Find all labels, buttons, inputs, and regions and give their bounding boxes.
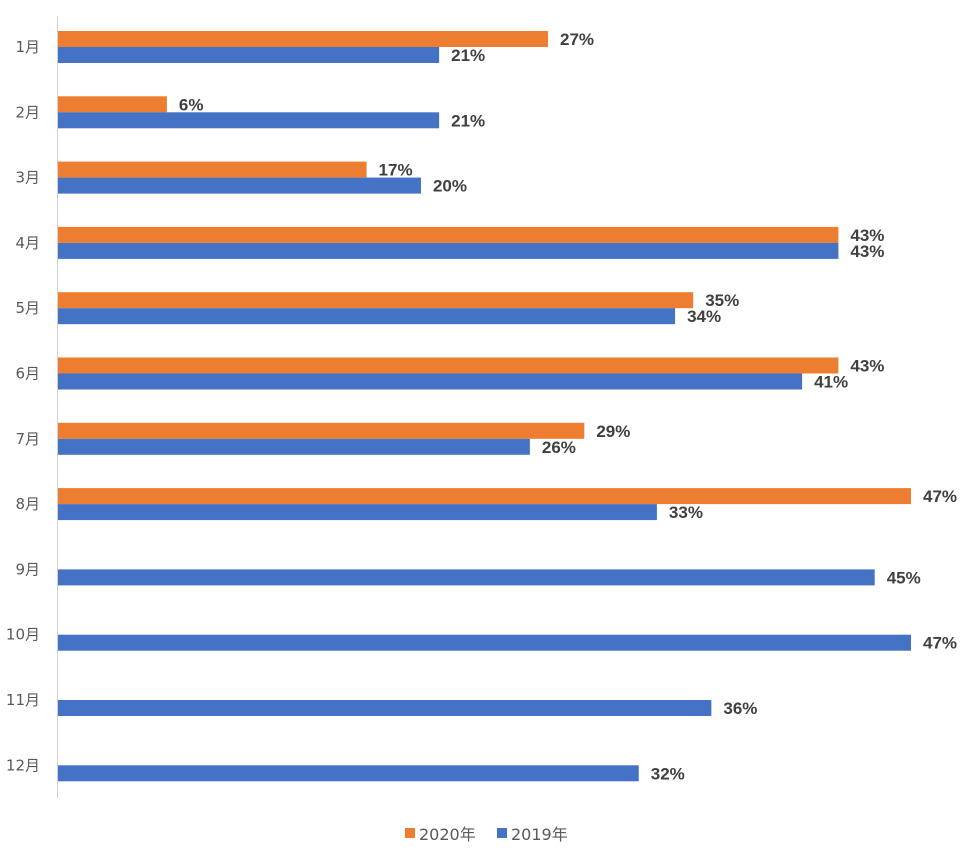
category-labels: 1月 2月 3月 4月 5月 6月 7月 8月 9月 10月 11月 12月	[6, 38, 40, 774]
category-label: 4月	[15, 234, 40, 252]
bar-2020	[58, 96, 167, 113]
data-label-2020: 47%	[923, 487, 957, 506]
bar-2020	[58, 488, 911, 505]
data-label-2019: 45%	[887, 568, 921, 587]
category-label: 6月	[15, 365, 40, 383]
data-label-2020: 17%	[379, 161, 413, 180]
data-label-2019: 21%	[451, 111, 485, 130]
data-label-2019: 20%	[433, 177, 467, 196]
category-label: 9月	[15, 560, 40, 578]
bar-2020	[58, 292, 694, 309]
bar-2019	[58, 700, 712, 716]
data-label-2020: 35%	[705, 291, 739, 310]
bar-2020	[58, 357, 839, 374]
bar-2019	[58, 47, 440, 63]
data-label-2019: 43%	[850, 242, 884, 261]
category-label: 12月	[6, 756, 40, 774]
bar-2020	[58, 422, 585, 439]
legend-label-2020: 2020年	[419, 825, 476, 844]
bar-2019	[58, 242, 839, 259]
data-label-2019: 47%	[923, 634, 957, 653]
category-label: 8月	[15, 495, 40, 513]
bars	[58, 31, 911, 782]
bar-2019	[58, 765, 639, 782]
data-label-2019: 36%	[723, 699, 757, 718]
bar-2020	[58, 226, 839, 243]
data-label-2020: 43%	[850, 357, 884, 376]
bar-2020	[58, 31, 549, 47]
data-label-2020: 29%	[596, 422, 630, 441]
category-label: 11月	[6, 691, 40, 709]
legend-label-2019: 2019年	[511, 825, 568, 844]
bar-2019	[58, 438, 530, 455]
category-label: 5月	[15, 299, 40, 317]
bar-2019	[58, 373, 803, 390]
legend: 2020年 2019年	[405, 825, 568, 844]
legend-swatch-2020	[405, 828, 415, 838]
bar-2019	[58, 569, 875, 586]
legend-swatch-2019	[497, 828, 507, 838]
data-label-2019: 33%	[669, 503, 703, 522]
data-label-2020: 27%	[560, 30, 594, 49]
bar-2019	[58, 634, 911, 651]
bar-2019	[58, 177, 421, 194]
data-label-2020: 43%	[850, 226, 884, 245]
data-label-2019: 21%	[451, 46, 485, 65]
category-label: 7月	[15, 430, 40, 448]
data-label-2019: 41%	[814, 373, 848, 392]
category-label: 1月	[15, 38, 40, 56]
data-labels: 27%21%6%21%17%20%43%43%35%34%43%41%29%26…	[179, 30, 957, 783]
bar-2019	[58, 308, 676, 325]
data-label-2019: 32%	[651, 764, 685, 783]
data-label-2019: 26%	[542, 438, 576, 457]
bar-2019	[58, 504, 657, 521]
bar-2019	[58, 112, 440, 129]
category-label: 3月	[15, 169, 40, 187]
data-label-2020: 6%	[179, 95, 204, 114]
category-label: 10月	[6, 626, 40, 644]
bar-2020	[58, 161, 367, 178]
category-label: 2月	[15, 103, 40, 121]
data-label-2019: 34%	[687, 307, 721, 326]
